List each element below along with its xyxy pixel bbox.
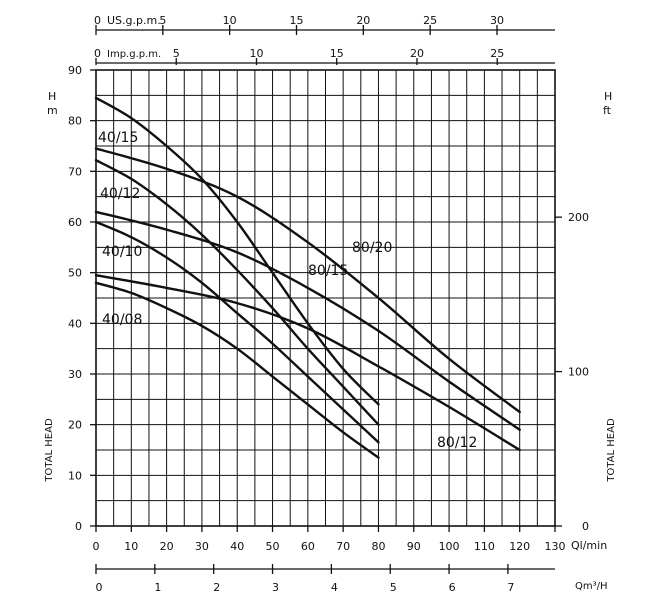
top-axis-us-tick-label: 15 [289, 14, 303, 27]
y-tick-label: 50 [68, 267, 82, 280]
x-tick-label: 110 [474, 540, 495, 553]
x2-tick-label: 2 [213, 581, 220, 594]
top-axis-us-tick-label: 30 [490, 14, 504, 27]
x2-axis-unit: Qm³/H [575, 581, 608, 592]
top-axis-us-tick-label: 25 [423, 14, 437, 27]
curve-40-10 [94, 220, 380, 444]
x-tick-label: 90 [407, 540, 421, 553]
top-axis-imp-tick-label: 25 [490, 47, 504, 60]
y2-axis-unit-bottom: ft [603, 104, 612, 117]
top-axis-imp-tick-label: 0 [94, 47, 101, 60]
curve-40-08 [94, 281, 380, 459]
series-label-40-15: 40/15 [98, 130, 138, 146]
y-axis-unit-top: H [48, 90, 56, 103]
x-tick-label: 70 [336, 540, 350, 553]
y-tick-label: 0 [75, 520, 82, 533]
curve-40-15 [94, 96, 380, 406]
series-label-80-20: 80/20 [352, 240, 392, 256]
x-tick-label: 10 [124, 540, 138, 553]
top-axis-us-tick-label: 20 [356, 14, 370, 27]
curve-80-15 [94, 210, 521, 431]
y2-axis-unit-top: H [604, 90, 612, 103]
x2-tick-label: 4 [331, 581, 338, 594]
plot-frame [95, 69, 556, 527]
x2-tick-label: 1 [154, 581, 161, 594]
y-tick-label: 20 [68, 419, 82, 432]
y-tick-label: 60 [68, 216, 82, 229]
y-tick-label: 30 [68, 368, 82, 381]
y-axis-unit-bottom: m [47, 104, 58, 117]
x-tick-label: 20 [160, 540, 174, 553]
top-axis-imp-unit: Imp.g.p.m. [107, 49, 161, 60]
x-tick-label: 100 [439, 540, 460, 553]
top-axis-us-unit: US.g.p.m. [107, 14, 161, 27]
series-label-40-10: 40/10 [102, 244, 142, 260]
series-label-40-12: 40/12 [100, 186, 140, 202]
x2-tick-label: 7 [507, 581, 514, 594]
x-tick-label: 40 [230, 540, 244, 553]
top-axis-us-tick-label: 5 [159, 14, 166, 27]
curve-80-12 [94, 274, 521, 452]
curve-80-20 [94, 147, 521, 414]
y-tick-label: 70 [68, 165, 82, 178]
series-label-80-15: 80/15 [308, 263, 348, 279]
top-axis-imp-tick-label: 5 [173, 47, 180, 60]
x-tick-label: 120 [509, 540, 530, 553]
y2-tick-label: 200 [568, 211, 589, 224]
y2-tick-label: 0 [582, 520, 589, 533]
curve-40-12 [94, 159, 380, 426]
y-tick-label: 10 [68, 469, 82, 482]
x-tick-label: 60 [301, 540, 315, 553]
x-tick-label: 30 [195, 540, 209, 553]
x2-tick-label: 3 [272, 581, 279, 594]
y2-tick-label: 100 [568, 366, 589, 379]
top-axis-imp-tick-label: 20 [410, 47, 424, 60]
x-tick-label: 0 [93, 540, 100, 553]
series-label-80-12: 80/12 [437, 435, 477, 451]
top-axis-us-tick-label: 10 [223, 14, 237, 27]
x-axis-unit: Ql/min [571, 539, 607, 552]
y-tick-label: 90 [68, 64, 82, 77]
y-axis-title: TOTAL HEAD [44, 418, 55, 483]
y-tick-label: 80 [68, 115, 82, 128]
x2-tick-label: 6 [449, 581, 456, 594]
top-axis-imp-tick-label: 15 [330, 47, 344, 60]
top-axis-us-tick-label: 0 [94, 14, 101, 27]
series-label-40-08: 40/08 [102, 312, 142, 328]
x2-tick-label: 5 [390, 581, 397, 594]
x2-tick-label: 0 [96, 581, 103, 594]
x-tick-label: 50 [266, 540, 280, 553]
x-tick-label: 80 [371, 540, 385, 553]
y2-axis-title: TOTAL HEAD [606, 418, 617, 483]
y-tick-label: 40 [68, 317, 82, 330]
top-axis-imp-tick-label: 10 [249, 47, 263, 60]
curves-group [94, 96, 521, 459]
x-tick-label: 130 [545, 540, 566, 553]
